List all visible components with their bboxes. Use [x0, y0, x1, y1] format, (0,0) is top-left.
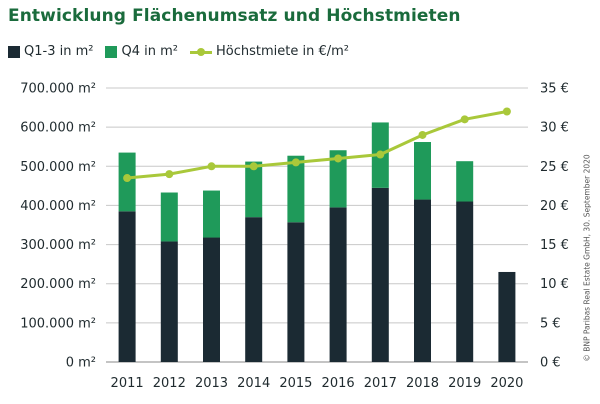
y-left-tick-label: 200.000 m² [20, 277, 96, 292]
x-tick-label: 2019 [448, 376, 481, 391]
y-left-tick-label: 400.000 m² [20, 199, 96, 214]
x-tick-label: 2018 [406, 376, 439, 391]
legend-swatch-q4 [105, 45, 118, 58]
y-right-tick-label: 20 € [540, 199, 569, 214]
legend-label-q4: Q4 in m² [121, 44, 178, 59]
bar-q13-2020 [498, 271, 516, 362]
y-right-tick-label: 30 € [540, 121, 569, 136]
y-right-tick-label: 15 € [540, 238, 569, 253]
bar-q13-2018 [414, 199, 431, 362]
legend-item-rent: Höchstmiete in €/m² [189, 44, 349, 59]
y-right-tick-label: 35 € [540, 82, 569, 97]
point-hoechstmiete-2019 [460, 115, 469, 124]
bar-q13-2015 [287, 222, 305, 362]
bar-q13-2019 [456, 201, 474, 362]
point-hoechstmiete-2012 [165, 170, 174, 179]
x-tick-label: 2014 [237, 376, 270, 391]
bar-q4-2015 [287, 155, 305, 223]
source-note: © BNP Paribas Real Estate GmbH, 30. Sept… [582, 154, 592, 362]
y-left-tick-label: 300.000 m² [20, 238, 96, 253]
y-left-tick-label: 700.000 m² [20, 82, 96, 97]
bar-q4-2013 [203, 190, 220, 238]
legend-label-rent: Höchstmiete in €/m² [215, 44, 349, 59]
y-left-tick-label: 600.000 m² [20, 121, 96, 136]
point-hoechstmiete-2011 [123, 174, 132, 183]
legend-item-q13: Q1-3 in m² [8, 44, 93, 59]
x-tick-label: 2015 [279, 376, 312, 391]
y-right-tick-label: 25 € [540, 160, 569, 175]
point-hoechstmiete-2020 [502, 107, 511, 116]
x-tick-label: 2011 [111, 376, 144, 391]
bar-q4-2019 [456, 161, 474, 202]
bar-q13-2012 [160, 241, 178, 362]
bar-q13-2011 [118, 211, 136, 362]
bar-q4-2018 [414, 142, 431, 200]
legend-label-q13: Q1-3 in m² [24, 44, 94, 59]
point-hoechstmiete-2013 [207, 162, 216, 171]
x-tick-label: 2020 [490, 376, 523, 391]
y-right-tick-label: 0 € [540, 356, 561, 371]
bar-q13-2016 [329, 207, 347, 362]
legend-swatch-q13 [8, 45, 20, 58]
legend-line-marker-rent [189, 46, 212, 58]
bar-q13-2014 [245, 217, 263, 362]
x-tick-label: 2017 [364, 376, 397, 391]
y-right-tick-label: 5 € [540, 316, 561, 331]
x-tick-label: 2013 [195, 376, 228, 391]
x-tick-label: 2016 [322, 376, 355, 391]
point-hoechstmiete-2014 [249, 162, 258, 171]
y-left-tick-label: 500.000 m² [20, 160, 96, 175]
point-hoechstmiete-2015 [291, 158, 300, 167]
bar-q4-2014 [245, 161, 263, 218]
legend-item-q4: Q4 in m² [105, 44, 178, 59]
bar-q4-2016 [329, 150, 347, 208]
legend: Q1-3 in m² Q4 in m² Höchstmiete in €/m² [8, 44, 361, 59]
point-hoechstmiete-2017 [376, 150, 385, 159]
chart-title: Entwicklung Flächenumsatz und Höchstmiet… [8, 6, 461, 26]
point-hoechstmiete-2018 [418, 130, 427, 139]
x-tick-label: 2012 [153, 376, 186, 391]
y-left-tick-label: 0 m² [66, 356, 96, 371]
bar-q13-2017 [371, 187, 389, 362]
point-hoechstmiete-2016 [334, 154, 343, 163]
bar-q4-2012 [160, 192, 178, 242]
y-right-tick-label: 10 € [540, 277, 569, 292]
bar-q13-2013 [203, 237, 220, 362]
line-hoechstmiete [126, 110, 508, 180]
y-left-tick-label: 100.000 m² [20, 316, 96, 331]
